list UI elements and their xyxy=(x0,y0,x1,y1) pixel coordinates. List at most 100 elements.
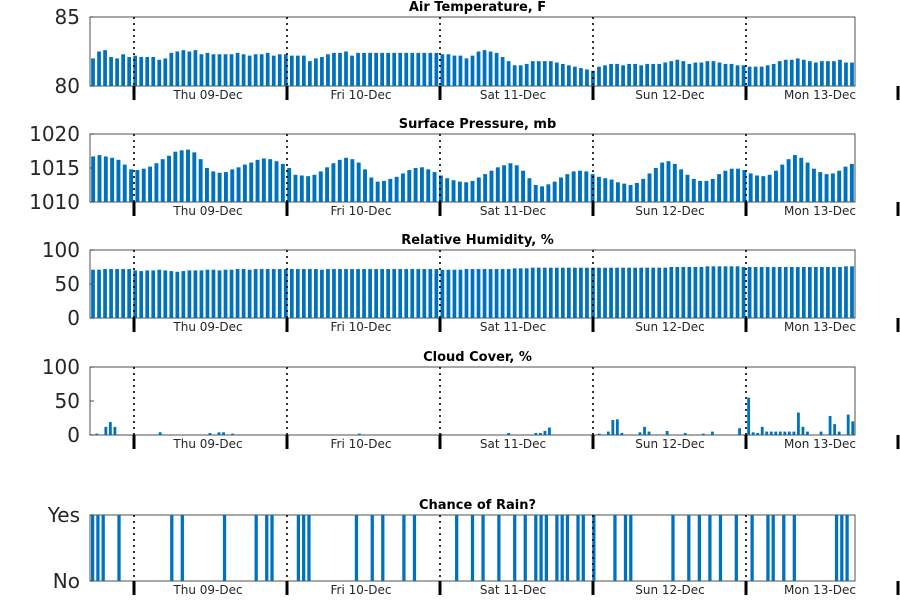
data-bar xyxy=(110,157,115,202)
data-bar xyxy=(753,267,758,318)
data-bar xyxy=(774,170,778,202)
data-bar xyxy=(410,52,415,86)
data-bar xyxy=(470,269,475,318)
data-bar xyxy=(97,51,101,86)
data-bar xyxy=(729,266,734,318)
data-bar xyxy=(723,170,728,202)
x-day-label: Thu 09-Dec xyxy=(172,320,242,334)
x-day-label: Sun 12-Dec xyxy=(635,320,704,334)
data-bar xyxy=(843,166,848,202)
data-bar xyxy=(217,270,222,318)
data-bar xyxy=(170,515,174,581)
data-bar xyxy=(723,266,728,318)
data-bar xyxy=(701,433,705,435)
data-bar xyxy=(452,55,457,86)
data-bar xyxy=(544,515,548,581)
data-bar xyxy=(306,176,311,202)
data-bar xyxy=(338,269,342,318)
data-bar xyxy=(738,428,741,435)
data-bar xyxy=(820,267,824,318)
data-bar xyxy=(807,267,812,318)
data-bar xyxy=(419,167,424,202)
data-bar xyxy=(426,169,431,202)
data-bar xyxy=(451,180,456,202)
data-bar xyxy=(666,161,671,202)
data-bar xyxy=(344,51,348,86)
y-tick-label: 100 xyxy=(42,355,80,379)
data-bar xyxy=(331,163,336,202)
data-bar xyxy=(95,433,99,435)
data-bar xyxy=(494,52,499,86)
data-bar xyxy=(280,163,285,202)
data-bar xyxy=(242,164,247,202)
data-bar xyxy=(603,65,607,86)
data-bar xyxy=(271,269,276,318)
data-bar xyxy=(301,55,306,86)
data-bar xyxy=(299,175,304,202)
data-bar xyxy=(314,269,318,318)
data-bar xyxy=(274,161,279,202)
data-bar xyxy=(653,168,658,202)
data-bar xyxy=(386,52,391,86)
x-day-label: Sat 11-Dec xyxy=(480,437,546,451)
data-bar xyxy=(265,269,270,318)
data-bar xyxy=(187,270,192,318)
data-bar xyxy=(524,63,529,86)
data-bar xyxy=(416,52,421,86)
data-bar xyxy=(592,515,596,581)
data-bar xyxy=(344,157,349,202)
data-bar xyxy=(711,431,714,435)
data-bar xyxy=(446,269,451,318)
data-bar xyxy=(765,431,769,435)
data-bar xyxy=(133,270,138,318)
data-bar xyxy=(844,62,848,86)
data-bar xyxy=(783,59,788,86)
data-bar xyxy=(778,431,782,435)
data-bar xyxy=(735,266,740,318)
data-bar xyxy=(813,267,818,318)
data-bar xyxy=(223,269,228,318)
data-bar xyxy=(518,65,523,86)
data-bar xyxy=(530,267,535,318)
data-bar xyxy=(789,59,794,86)
data-bar xyxy=(287,168,292,202)
data-bar xyxy=(198,159,203,202)
data-bar xyxy=(374,269,378,318)
data-bar xyxy=(777,61,782,86)
data-bar xyxy=(837,170,842,202)
data-bar xyxy=(301,269,306,318)
data-bar xyxy=(771,267,776,318)
y-tick-label: No xyxy=(53,569,80,593)
data-bar xyxy=(482,269,487,318)
data-bar xyxy=(314,58,318,86)
data-bar xyxy=(192,152,197,202)
data-bar xyxy=(521,170,526,202)
data-bar xyxy=(271,55,276,86)
data-bar xyxy=(693,62,698,86)
data-bar xyxy=(277,54,282,86)
data-bar xyxy=(464,58,469,86)
data-bar xyxy=(368,269,372,318)
data-bar xyxy=(104,426,108,435)
data-bar xyxy=(811,168,816,202)
data-bar xyxy=(774,431,778,435)
data-bar xyxy=(554,267,559,318)
data-bar xyxy=(289,269,294,318)
data-bar xyxy=(261,158,266,202)
data-bar xyxy=(326,54,330,86)
data-bar xyxy=(482,50,487,86)
data-bar xyxy=(400,173,405,202)
data-bar xyxy=(675,59,680,86)
data-bar xyxy=(175,51,180,86)
data-bar xyxy=(452,269,457,318)
data-bar xyxy=(844,266,848,318)
data-bar xyxy=(122,164,127,202)
data-bar xyxy=(222,432,225,435)
data-bar xyxy=(628,185,633,202)
data-bar xyxy=(249,162,254,202)
data-bar xyxy=(675,267,680,318)
data-bar xyxy=(157,59,162,86)
data-bar xyxy=(576,515,580,581)
data-bar xyxy=(398,52,403,86)
data-bar xyxy=(687,63,692,86)
